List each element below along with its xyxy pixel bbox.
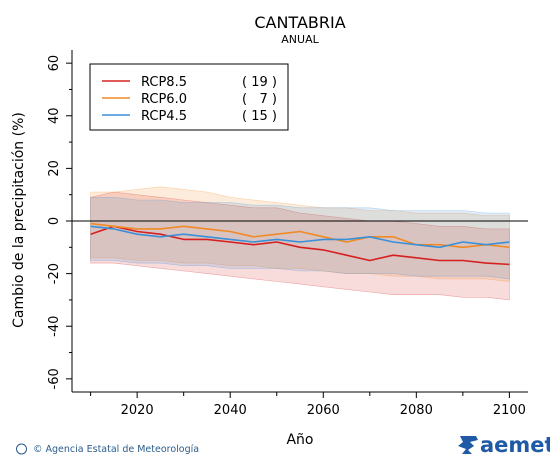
chart-title: CANTABRIA — [254, 13, 345, 32]
y-axis-label: Cambio de la precipitación (%) — [11, 112, 27, 328]
legend-label: RCP4.5 — [141, 109, 187, 124]
band-rcp45 — [90, 197, 510, 280]
x-axis-label: Año — [286, 432, 313, 448]
legend-label: RCP8.5 — [141, 75, 187, 90]
y-tick-label: -40 — [47, 316, 62, 337]
copyright-icon — [16, 443, 27, 455]
logo-text: aemet — [480, 433, 550, 457]
chart-subtitle: ANUAL — [281, 33, 319, 46]
x-tick-label: 2020 — [121, 403, 154, 418]
line-rcp45 — [90, 225, 510, 249]
aemet-logo: aemet — [458, 433, 550, 457]
y-tick-label: 20 — [47, 160, 62, 177]
legend-count: ( 19 ) — [242, 75, 277, 90]
x-tick-label: 2080 — [400, 403, 433, 418]
uncertainty-bands — [90, 186, 510, 301]
footer-credit: © Agencia Estatal de Meteorología — [16, 443, 199, 455]
y-tick-label: 40 — [47, 107, 62, 124]
credit-text: © Agencia Estatal de Meteorología — [33, 444, 199, 455]
band-rcp85 — [90, 191, 510, 301]
aemet-emblem-icon — [458, 436, 478, 454]
series-lines — [90, 222, 510, 266]
y-tick-label: -20 — [47, 263, 62, 284]
legend-box — [89, 63, 289, 131]
y-tick-label: 60 — [47, 55, 62, 72]
line-rcp85 — [90, 225, 510, 266]
y-tick-label: 0 — [47, 217, 62, 225]
band-rcp60 — [90, 186, 510, 282]
x-tick-label: 2040 — [214, 403, 247, 418]
line-rcp60 — [90, 222, 510, 249]
legend-count: ( 15 ) — [242, 109, 277, 124]
x-tick-label: 2060 — [307, 403, 340, 418]
legend-count: ( 7 ) — [242, 92, 277, 107]
x-tick-label: 2100 — [493, 403, 526, 418]
y-tick-label: -60 — [47, 368, 62, 389]
legend: RCP8.5 ( 19 ) RCP6.0 ( 7 ) RCP4.5 ( 15 ) — [89, 63, 289, 131]
legend-label: RCP6.0 — [141, 92, 187, 107]
